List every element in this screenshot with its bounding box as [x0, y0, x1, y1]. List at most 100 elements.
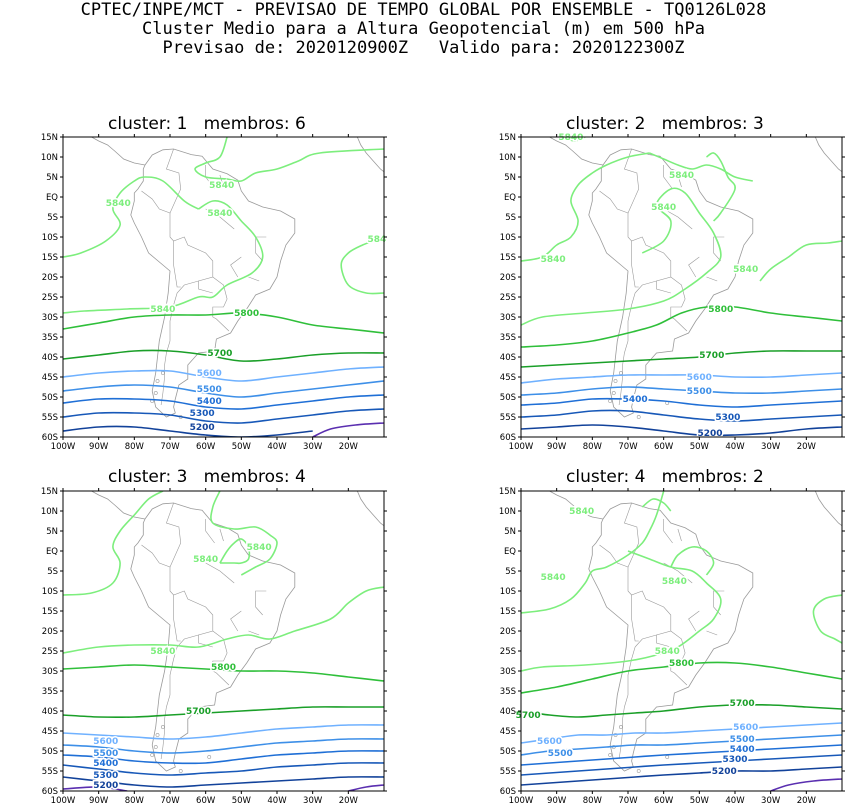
- contour-line-5840: [219, 538, 251, 565]
- lon-tick-label: 30W: [303, 442, 323, 452]
- contour-line-5400: [521, 744, 842, 766]
- lat-tick-label: 15S: [500, 253, 516, 263]
- lat-tick-label: 30S: [500, 667, 516, 677]
- lon-tick-label: 40W: [725, 442, 745, 452]
- contour-label: 5840: [150, 305, 175, 315]
- lat-tick-label: 45S: [500, 373, 516, 383]
- country-border: [618, 634, 657, 760]
- lat-tick-label: 15S: [500, 607, 516, 617]
- map-panel-4: 5840 5840 5840 5840 5800 5700 5700 5600 5600 5500…: [499, 487, 845, 803]
- contour-label: 5700: [207, 349, 232, 359]
- lat-tick-label: 35S: [500, 333, 516, 343]
- country-border: [688, 256, 700, 278]
- contour-line-5600: [521, 372, 842, 384]
- lat-tick-label: 35S: [42, 687, 58, 697]
- lat-tick-label: 5S: [505, 567, 516, 577]
- lon-tick-label: 90W: [547, 796, 567, 803]
- lat-tick-label: 40S: [42, 707, 58, 717]
- contour-line-5700: [63, 706, 384, 719]
- panel-1-title: cluster: 1 membros: 6: [108, 114, 306, 134]
- lat-tick-label: 20S: [500, 273, 516, 283]
- country-border: [599, 148, 640, 214]
- lon-tick-label: 80W: [583, 796, 603, 803]
- lon-tick-label: 90W: [89, 442, 109, 452]
- map-panel-3: 5840584058405800570056005500540053005200…: [41, 487, 387, 803]
- contour-line-5800: [521, 305, 842, 348]
- lat-tick-label: EQ: [504, 547, 516, 557]
- country-border: [230, 610, 242, 632]
- island: [636, 769, 641, 773]
- contour-line-5840: [521, 152, 650, 262]
- contour-label: 5500: [93, 749, 118, 759]
- contour-line-5100: [348, 784, 384, 791]
- contour-line-5840: [649, 152, 753, 182]
- lon-tick-label: 80W: [125, 442, 145, 452]
- lon-tick-label: 20W: [339, 796, 359, 803]
- contour-label: 5800: [708, 305, 733, 315]
- lat-tick-label: 25S: [500, 647, 516, 657]
- lon-tick-label: 30W: [761, 442, 781, 452]
- lat-tick-label: 15N: [41, 133, 58, 143]
- country-border: [255, 236, 267, 262]
- country-border: [713, 590, 725, 616]
- island: [160, 725, 165, 729]
- lat-tick-label: 30S: [42, 667, 58, 677]
- country-border: [627, 567, 672, 648]
- contour-label: 5400: [623, 395, 648, 405]
- contour-line-5200: [63, 776, 384, 788]
- country-border: [219, 174, 224, 188]
- country-border: [677, 174, 682, 188]
- coastline-central-america: [549, 491, 604, 520]
- lat-tick-label: 15S: [42, 607, 58, 617]
- island: [613, 379, 618, 383]
- lat-tick-label: 25S: [500, 293, 516, 303]
- country-border: [169, 213, 214, 294]
- contour-label: 5840: [106, 199, 131, 209]
- country-border: [248, 276, 260, 282]
- lon-tick-label: 90W: [547, 442, 567, 452]
- contour-label: 5200: [93, 781, 118, 791]
- contour-line-5840: [706, 152, 736, 222]
- lat-tick-label: 45S: [500, 727, 516, 737]
- lat-tick-label: 5N: [504, 173, 516, 183]
- lat-tick-label: 45S: [42, 727, 58, 737]
- map-panel-1: 5840 5840 5840 584 5840 5800 5700 5600 5500 5400 5…: [41, 133, 388, 452]
- country-border: [677, 528, 682, 542]
- lon-tick-label: 100W: [51, 442, 76, 452]
- island: [207, 401, 212, 405]
- country-border: [160, 280, 199, 406]
- lat-tick-label: 15N: [499, 133, 516, 143]
- contour-line-5840: [521, 187, 722, 326]
- lat-tick-label: 20S: [42, 627, 58, 637]
- lat-tick-label: 60S: [42, 433, 58, 443]
- contour-line-5840: [63, 586, 384, 654]
- country-border: [141, 502, 182, 568]
- contour-label: 5200: [190, 423, 215, 433]
- coastline-africa: [814, 491, 842, 527]
- country-border: [255, 590, 267, 616]
- contour-line-5800: [63, 312, 384, 334]
- contour-label: 5840: [558, 133, 583, 143]
- contour-line-5840: [340, 236, 384, 295]
- contour-label: 5840: [669, 171, 694, 181]
- island: [160, 371, 165, 375]
- contour-line-5200: [521, 424, 842, 437]
- contour-line-5500: [63, 738, 384, 754]
- coastline-africa: [356, 137, 384, 173]
- island: [611, 391, 616, 395]
- contour-line-5400: [63, 394, 384, 410]
- lon-tick-label: 50W: [232, 442, 252, 452]
- lat-tick-label: 55S: [42, 767, 58, 777]
- country-border: [670, 630, 688, 686]
- contour-line-5700: [521, 350, 842, 368]
- lat-tick-label: 5S: [47, 213, 58, 223]
- contour-line-5400: [521, 397, 842, 408]
- lat-tick-label: 20S: [500, 627, 516, 637]
- contour-label: 5800: [669, 659, 694, 669]
- lat-tick-label: 5S: [505, 213, 516, 223]
- lat-tick-label: 50S: [500, 747, 516, 757]
- contour-line-5300: [521, 754, 842, 776]
- contour-label: 5500: [548, 749, 573, 759]
- lat-tick-label: 10N: [499, 153, 516, 163]
- island: [155, 733, 160, 737]
